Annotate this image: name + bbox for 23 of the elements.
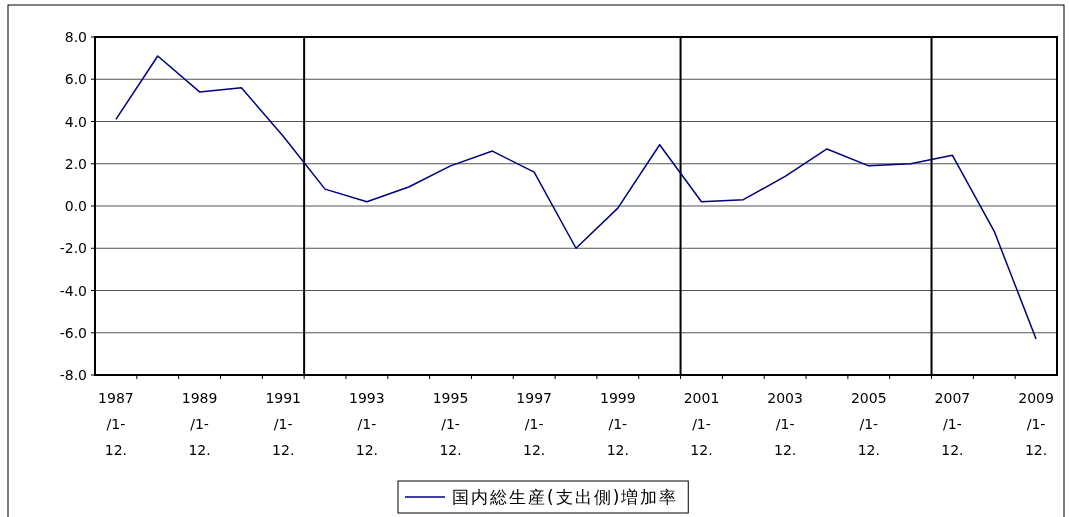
x-tick-label: 1993 /1- 12.	[349, 390, 385, 458]
x-tick-label: 1999 /1- 12.	[600, 390, 636, 458]
y-tick-label: -6.0	[59, 324, 87, 341]
x-tick-label: 2007 /1- 12.	[934, 390, 971, 458]
y-tick-label: 2.0	[64, 155, 87, 172]
line-series	[115, 55, 1037, 340]
x-tick-label: 1995 /1- 12.	[432, 390, 469, 458]
x-tick-label: 2001 /1- 12.	[683, 390, 720, 458]
y-tick-label: 8.0	[64, 29, 87, 45]
legend-label: 国内総生産(支出側)増加率	[452, 487, 679, 507]
y-tick-label: -2.0	[59, 240, 87, 257]
y-tick-label: 6.0	[64, 71, 87, 88]
x-tick-label: 2005 /1- 12.	[850, 390, 887, 458]
y-tick-label: -4.0	[59, 282, 87, 299]
y-tick-label: 4.0	[64, 113, 87, 130]
y-tick-label: 0.0	[64, 198, 87, 214]
x-tick-label: 1989 /1- 12.	[181, 390, 218, 458]
x-tick-label: 2009 /1- 12.	[1018, 390, 1054, 458]
y-tick-label: -8.0	[59, 367, 87, 383]
x-tick-label: 1997 /1- 12.	[516, 390, 552, 458]
x-tick-label: 2003 /1- 12.	[767, 390, 803, 458]
x-tick-label: 1987 /1- 12.	[98, 390, 134, 458]
x-tick-label: 1991 /1- 12.	[265, 390, 302, 458]
